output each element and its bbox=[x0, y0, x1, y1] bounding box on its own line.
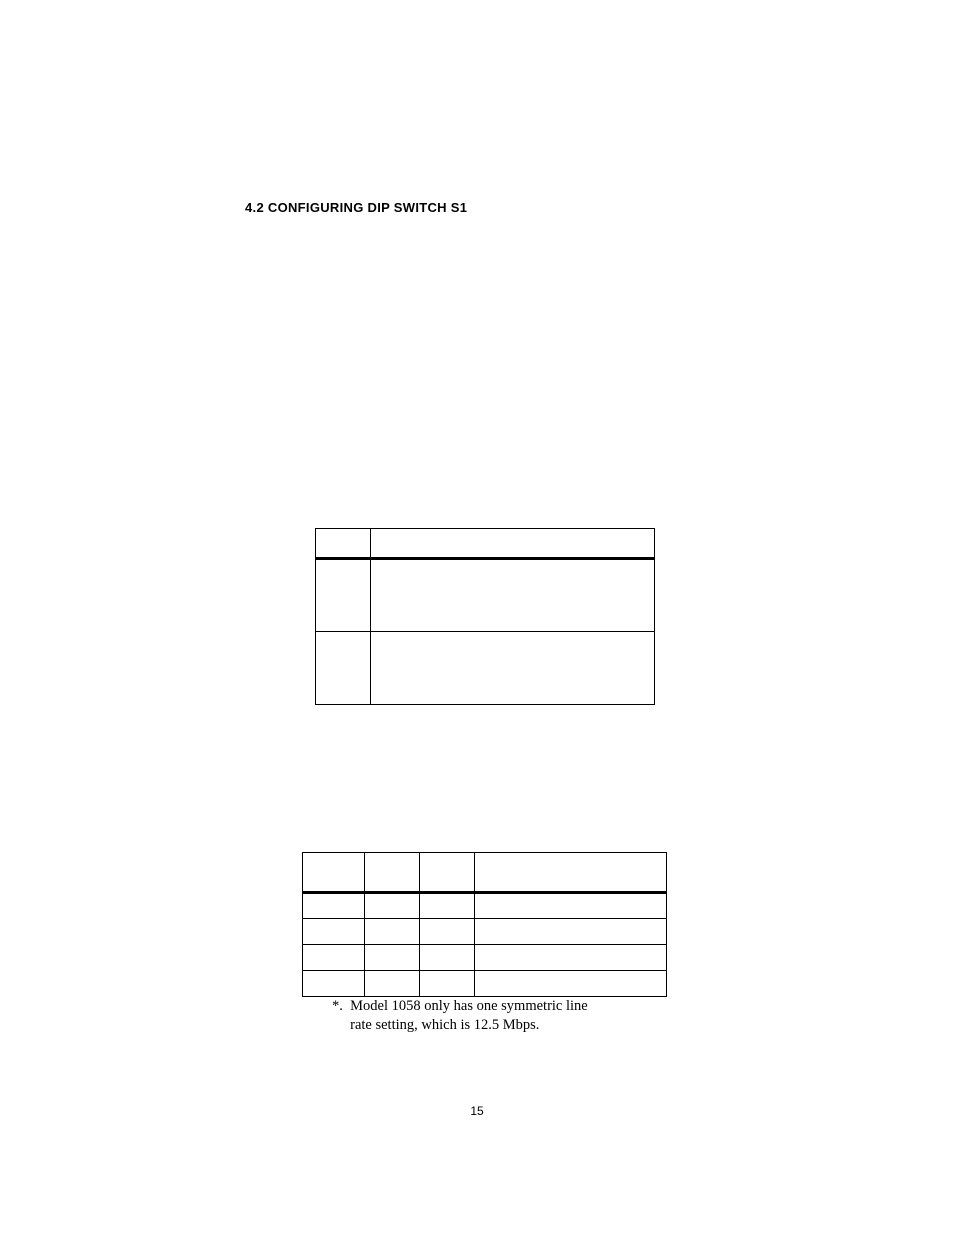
table2-cell bbox=[364, 919, 419, 945]
table1-header-0 bbox=[316, 529, 371, 559]
table2-cell bbox=[364, 945, 419, 971]
config-table-1 bbox=[315, 528, 655, 705]
table1-cell bbox=[370, 632, 654, 705]
table2-cell bbox=[364, 893, 419, 919]
page-number: 15 bbox=[0, 1104, 954, 1118]
table2-header-1 bbox=[364, 853, 419, 893]
config-table-2 bbox=[302, 852, 667, 997]
table2-cell bbox=[364, 971, 419, 997]
table1-cell bbox=[316, 559, 371, 632]
table2-cell bbox=[303, 919, 365, 945]
table2-cell bbox=[303, 893, 365, 919]
table2-header-3 bbox=[474, 853, 666, 893]
section-heading: 4.2 CONFIGURING DIP SWITCH S1 bbox=[245, 200, 725, 215]
table2-header-2 bbox=[419, 853, 474, 893]
table2-cell bbox=[419, 919, 474, 945]
footnote-line2: rate setting, which is 12.5 Mbps. bbox=[350, 1017, 539, 1033]
table1-header-1 bbox=[370, 529, 654, 559]
footnote-line1: Model 1058 only has one symmetric line bbox=[350, 998, 588, 1014]
table2-cell bbox=[419, 945, 474, 971]
table2-cell bbox=[303, 945, 365, 971]
table2-header-0 bbox=[303, 853, 365, 893]
footnote-marker: *. bbox=[332, 998, 343, 1014]
table2-cell bbox=[303, 971, 365, 997]
table1-cell bbox=[316, 632, 371, 705]
table1-cell bbox=[370, 559, 654, 632]
footnote: *. Model 1058 only has one symmetric lin… bbox=[332, 997, 588, 1035]
table2-cell bbox=[474, 893, 666, 919]
table2-cell bbox=[474, 971, 666, 997]
table2-cell bbox=[419, 893, 474, 919]
table2-cell bbox=[474, 945, 666, 971]
table2-cell bbox=[419, 971, 474, 997]
table2-cell bbox=[474, 919, 666, 945]
